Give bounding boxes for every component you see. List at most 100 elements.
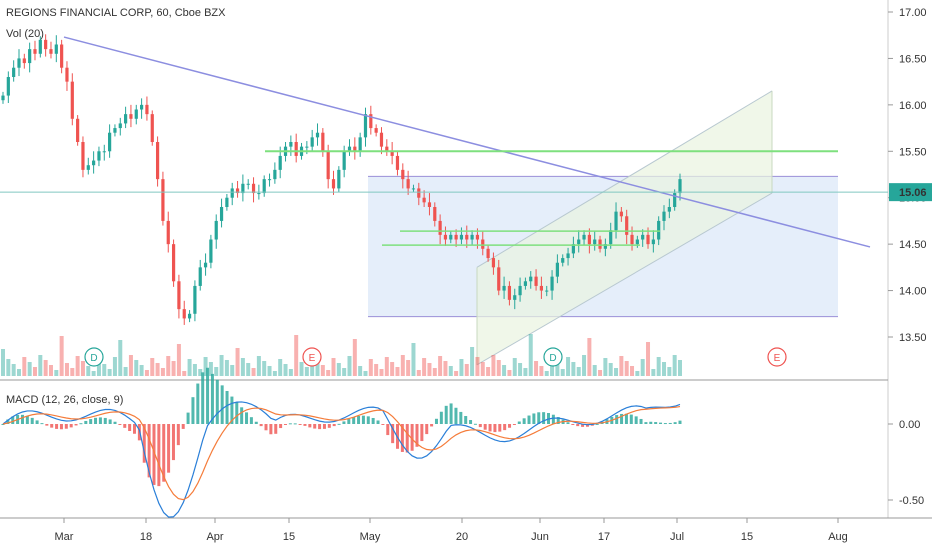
volume-bar — [75, 356, 80, 376]
candle-body — [635, 239, 639, 245]
candle-body — [49, 49, 53, 54]
volume-bar — [278, 359, 283, 376]
event-badge-label: D — [549, 353, 556, 364]
candle-body — [502, 285, 506, 291]
candle-body — [38, 39, 42, 54]
volume-bar — [422, 358, 427, 376]
candle-body — [486, 248, 490, 259]
volume-bar — [176, 344, 181, 376]
earnings-badge — [302, 347, 322, 367]
candle-body — [619, 211, 623, 217]
volume-bar — [107, 369, 112, 376]
macd-histogram-bar — [478, 424, 482, 428]
candle-body — [491, 258, 496, 268]
candle-body — [449, 234, 453, 240]
volume-bar — [587, 338, 592, 376]
time-tick-label: Apr — [206, 531, 223, 543]
macd-histogram-bar — [308, 424, 312, 428]
volume-bar — [384, 357, 389, 376]
macd-histogram-bar — [522, 418, 526, 424]
volume-bar — [203, 357, 208, 376]
macd-histogram-bar — [25, 415, 29, 424]
volume-bar — [70, 368, 75, 376]
volume-bar — [480, 362, 485, 376]
price-tick-label: 17.00 — [899, 7, 927, 19]
macd-histogram-bar — [527, 415, 531, 424]
macd-histogram-bar — [566, 422, 570, 424]
dividend-badge — [543, 347, 563, 367]
candle-body — [44, 39, 48, 50]
volume-bar — [438, 356, 443, 376]
macd-histogram-bar — [400, 424, 404, 452]
volume-bar — [582, 355, 587, 376]
volume-bar — [54, 370, 59, 376]
symbol-title[interactable]: REGIONS FINANCIAL CORP, 60, Cboe BZX — [6, 7, 226, 19]
time-scale[interactable]: Mar 18 Apr 15 May 20 Jun 17 Jul 15 Aug — [55, 518, 848, 543]
macd-histogram-bar — [89, 419, 93, 424]
candle-body — [22, 58, 26, 64]
candle-body — [641, 234, 645, 240]
candle-body — [465, 234, 469, 240]
volume-bar — [555, 364, 560, 376]
volume-bar — [539, 366, 544, 376]
macd-histogram-bar — [542, 412, 546, 424]
volume-bar — [320, 365, 325, 376]
macd-histogram-bar — [483, 424, 487, 430]
macd-histogram-bar — [508, 424, 512, 428]
candle-body — [347, 146, 352, 152]
macd-histogram-bar — [659, 422, 663, 424]
macd-histogram-bar — [220, 385, 224, 424]
candle-body — [539, 285, 544, 291]
volume-indicator-label[interactable]: Vol (20) — [6, 28, 44, 40]
macd-histogram-bar — [157, 424, 161, 487]
candle-body — [241, 183, 245, 194]
event-badge-label: D — [90, 353, 97, 364]
macd-histogram-bar — [571, 424, 575, 425]
candle-body — [70, 81, 74, 119]
candle-body — [182, 309, 186, 319]
candle-body — [337, 169, 341, 189]
candle-body — [219, 207, 224, 221]
macd-histogram-bar — [464, 416, 468, 424]
volume-bar — [550, 359, 555, 376]
macd-histogram-bar — [439, 411, 443, 424]
candle-body — [6, 77, 10, 96]
macd-histogram-bar — [366, 416, 370, 424]
trendlines[interactable] — [0, 36, 888, 248]
time-tick-label: 15 — [283, 531, 295, 543]
macd-histogram-bar — [537, 412, 541, 424]
macd-histogram-bar — [40, 423, 44, 425]
volume-bar — [523, 368, 528, 376]
candle-body — [353, 146, 357, 152]
macd-histogram-bar — [181, 424, 185, 429]
volume-bar — [128, 355, 133, 376]
price-tick-label: 14.50 — [899, 239, 927, 251]
macd-histogram-bar — [663, 423, 667, 425]
candle-body — [209, 239, 213, 263]
macd-histogram-bar — [405, 424, 409, 453]
event-badge-label: E — [309, 353, 316, 364]
macd-histogram-bar — [342, 421, 346, 424]
price-tick-label: 14.00 — [899, 286, 927, 298]
time-tick-label: May — [360, 531, 381, 543]
candle-body — [673, 193, 677, 207]
macd-histogram-bar — [585, 424, 589, 427]
volume-bar — [11, 364, 16, 376]
macd-histogram-bar — [512, 424, 516, 425]
volume-bar — [267, 366, 272, 376]
volume-bar — [390, 362, 395, 376]
volume-bar — [347, 356, 352, 376]
price-scale[interactable]: 17.0016.5016.0015.5015.0014.5014.0013.50… — [888, 7, 932, 507]
macd-histogram-bar — [371, 417, 375, 424]
macd-histogram-bar — [162, 424, 166, 482]
drawing-tools[interactable] — [368, 90, 838, 366]
macd-indicator-label[interactable]: MACD (12, 26, close, 9) — [6, 394, 124, 406]
candle-body — [150, 114, 154, 142]
candle-body — [395, 155, 400, 170]
candle-body — [214, 220, 218, 240]
candle-body — [76, 118, 80, 142]
volume-bar — [192, 364, 197, 376]
volume-bar — [262, 361, 267, 376]
macd-histogram-bar — [118, 424, 122, 425]
